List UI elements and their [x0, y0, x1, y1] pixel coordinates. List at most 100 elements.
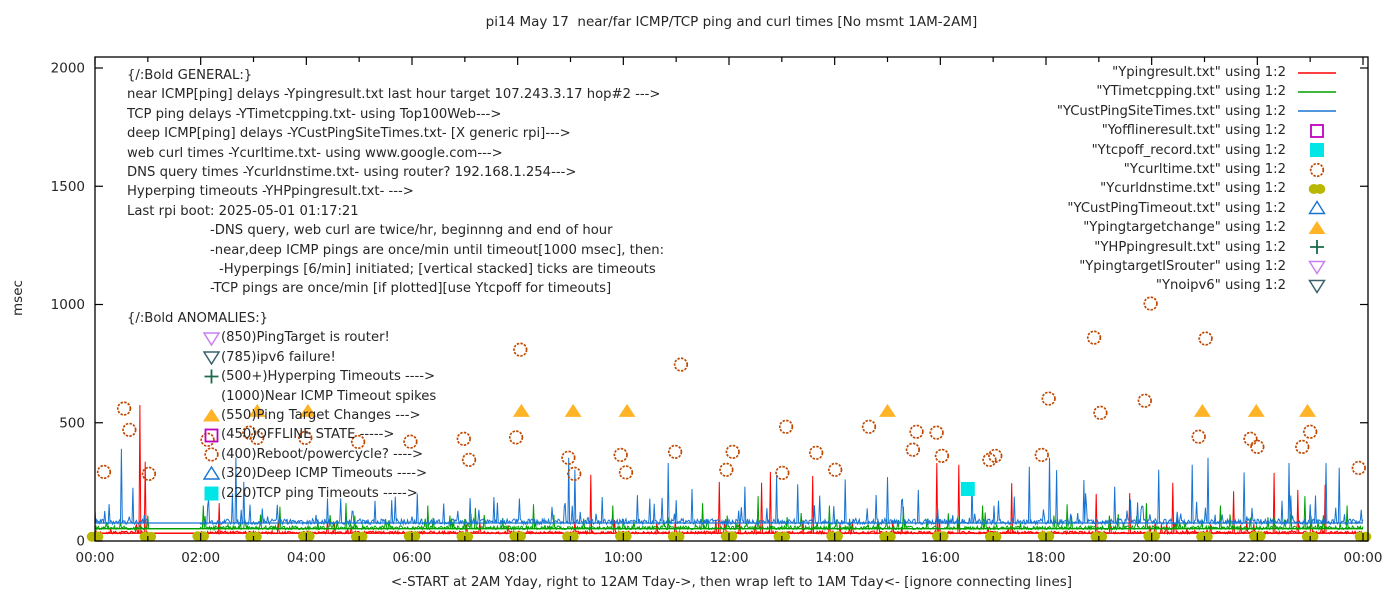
legend-label: "Ynoipv6" using 1:2 — [1155, 278, 1286, 294]
legend-label: "YTimetcpping.txt" using 1:2 — [1096, 84, 1286, 100]
anomaly-line: (400)Reboot/powercycle? ----> — [127, 445, 436, 464]
general-line: -TCP pings are once/min [if plotted][use… — [210, 281, 612, 297]
general-line: {/:Bold GENERAL:} — [127, 68, 253, 83]
svg-text:0: 0 — [76, 534, 85, 550]
anomaly-text: (850)PingTarget is router! — [221, 330, 390, 346]
svg-text:02:00: 02:00 — [181, 550, 220, 566]
legend-entry: "Ycurltime.txt" using 1:2 — [1057, 160, 1340, 179]
anomaly-text: (550)Ping Target Changes ---> — [221, 407, 421, 423]
square-open-magenta-icon — [1310, 123, 1324, 138]
anomaly-line: (1000)Near ICMP Timeout spikes — [127, 387, 436, 406]
svg-text:00:00: 00:00 — [1344, 550, 1383, 566]
svg-text:1000: 1000 — [51, 297, 85, 313]
legend-label: "YpingtargetISrouter" using 1:2 — [1079, 258, 1286, 274]
anomaly-text: (450)OFFLINE STATE -----> — [221, 427, 395, 443]
tri-down-steel-icon — [202, 351, 221, 366]
plus-green-icon — [204, 369, 219, 384]
general-line: TCP ping delays -YTimetcpping.txt- using… — [127, 106, 502, 122]
legend-entry: "YTimetcpping.txt" using 1:2 — [1057, 82, 1340, 101]
anomaly-text: (220)TCP ping Timeouts -----> — [221, 485, 418, 501]
svg-text:500: 500 — [59, 415, 85, 431]
legend-label: "Ycurldnstime.txt" using 1:2 — [1100, 181, 1286, 197]
anomaly-line: (450)OFFLINE STATE -----> — [127, 425, 436, 444]
svg-text:1500: 1500 — [51, 179, 85, 195]
legend-entry: "Yofflineresult.txt" using 1:2 — [1057, 121, 1340, 140]
legend-entry: "Ypingtargetchange" using 1:2 — [1057, 218, 1340, 237]
anomaly-line: (320)Deep ICMP Timeouts ----> — [127, 464, 436, 483]
legend-label: "YCustPingTimeout.txt" using 1:2 — [1067, 200, 1286, 216]
legend-label: "Ypingtargetchange" using 1:2 — [1083, 220, 1286, 236]
legend-entry: "YCustPingSiteTimes.txt" using 1:2 — [1057, 102, 1340, 121]
square-open-magenta-icon — [204, 428, 219, 442]
tri-down-violet-icon — [1308, 260, 1326, 275]
plus-green-icon — [1310, 240, 1324, 255]
legend-label: "Yofflineresult.txt" using 1:2 — [1101, 123, 1286, 139]
square-cyan-icon — [204, 486, 219, 501]
tri-down-violet-icon — [202, 331, 221, 347]
general-annotation-block: {/:Bold GENERAL:} near ICMP[ping] delays … — [127, 66, 664, 299]
svg-text:12:00: 12:00 — [710, 550, 749, 566]
anomaly-text: (320)Deep ICMP Timeouts ----> — [221, 466, 428, 482]
svg-text:14:00: 14:00 — [815, 550, 854, 566]
svg-text:04:00: 04:00 — [287, 550, 326, 566]
legend-entry: "YHPpingresult.txt" using 1:2 — [1057, 238, 1340, 257]
general-line: near ICMP[ping] delays -Ypingresult.txt … — [127, 87, 661, 103]
svg-text:08:00: 08:00 — [498, 550, 537, 566]
legend-label: "Ycurltime.txt" using 1:2 — [1123, 161, 1286, 177]
svg-text:10:00: 10:00 — [604, 550, 643, 566]
anomaly-line: (500+)Hyperping Timeouts ----> — [127, 367, 436, 386]
legend-label: "Ypingresult.txt" using 1:2 — [1112, 65, 1286, 80]
line-red-icon — [1298, 71, 1336, 74]
anomaly-line: (220)TCP ping Timeouts -----> — [127, 484, 436, 503]
legend-entry: "Ynoipv6" using 1:2 — [1057, 276, 1340, 295]
anomaly-text: (785)ipv6 failure! — [221, 349, 336, 365]
general-line: Hyperping timeouts -YHPpingresult.txt- -… — [127, 184, 414, 200]
general-line: deep ICMP[ping] delays -YCustPingSiteTim… — [127, 126, 571, 142]
svg-text:06:00: 06:00 — [393, 550, 432, 566]
svg-text:2000: 2000 — [51, 61, 85, 77]
general-line: web curl times -Ycurltime.txt- using www… — [127, 145, 503, 161]
anomaly-line: (785)ipv6 failure! — [127, 348, 436, 367]
svg-text:18:00: 18:00 — [1027, 550, 1066, 566]
square-cyan-icon — [1310, 143, 1324, 158]
legend-entry: "Ycurldnstime.txt" using 1:2 — [1057, 179, 1340, 198]
svg-text:22:00: 22:00 — [1238, 550, 1277, 566]
svg-text:16:00: 16:00 — [921, 550, 960, 566]
legend-label: "YCustPingSiteTimes.txt" using 1:2 — [1056, 103, 1286, 119]
general-line: -near,deep ICMP pings are once/min until… — [210, 242, 665, 258]
svg-text:20:00: 20:00 — [1132, 550, 1171, 566]
anomaly-text: (500+)Hyperping Timeouts ----> — [221, 369, 436, 385]
anomaly-line: (850)PingTarget is router! — [127, 328, 436, 347]
anomaly-text: (400)Reboot/powercycle? ----> — [221, 446, 424, 462]
plot-legend: "Ypingresult.txt" using 1:2 "YTimetcpping… — [1057, 63, 1340, 296]
general-line: Last rpi boot: 2025-05-01 01:17:21 — [127, 203, 359, 219]
tri-up-open-blue-icon — [1308, 200, 1326, 215]
anomalies-annotation-block: {/:Bold ANOMALIES:} (850)PingTarget is ro… — [127, 309, 436, 503]
x-axis-label: <-START at 2AM Yday, right to 12AM Tday-… — [390, 574, 1073, 590]
tri-up-orange-icon — [1308, 220, 1326, 234]
line-green-icon — [1298, 91, 1336, 93]
anomaly-text: (1000)Near ICMP Timeout spikes — [221, 388, 437, 404]
legend-label: "YHPpingresult.txt" using 1:2 — [1094, 239, 1286, 255]
tri-up-orange-icon — [203, 408, 220, 422]
legend-label: "Ytcpoff_record.txt" using 1:2 — [1091, 142, 1286, 158]
general-line: DNS query times -Ycurldnstime.txt- using… — [127, 165, 577, 181]
chart-title: pi14 May 17 near/far ICMP/TCP ping and c… — [485, 14, 978, 30]
y-axis-label: msec — [10, 280, 26, 316]
line-blue-icon — [1298, 110, 1336, 113]
anomaly-line: (550)Ping Target Changes ---> — [127, 406, 436, 425]
tri-up-open-blue-icon — [202, 466, 221, 481]
circle-open-orange-icon — [1309, 162, 1325, 177]
general-line: -DNS query, web curl are twice/hr, begin… — [210, 223, 613, 239]
legend-entry: "Ypingresult.txt" using 1:2 — [1057, 63, 1340, 82]
tri-down-steel-icon — [1308, 279, 1326, 294]
circle-open-orange-icon — [204, 447, 219, 462]
legend-entry: "YpingtargetISrouter" using 1:2 — [1057, 257, 1340, 276]
general-line: -Hyperpings [6/min] initiated; [vertical… — [219, 262, 656, 278]
circle-olive-icon — [1308, 184, 1326, 195]
legend-entry: "Ytcpoff_record.txt" using 1:2 — [1057, 141, 1340, 160]
legend-entry: "YCustPingTimeout.txt" using 1:2 — [1057, 199, 1340, 218]
anomalies-heading: {/:Bold ANOMALIES:} — [127, 311, 269, 326]
